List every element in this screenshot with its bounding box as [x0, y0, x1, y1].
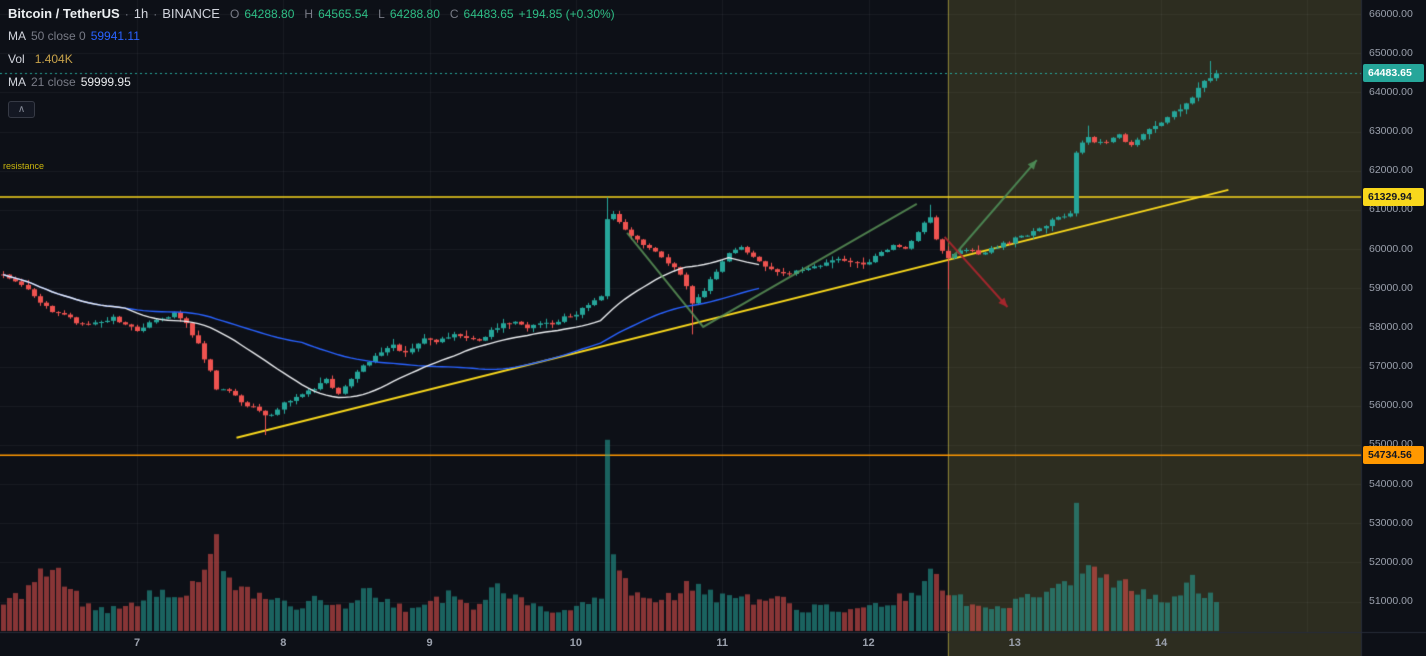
close-label: C — [449, 7, 459, 21]
indicator-name: MA — [8, 75, 26, 89]
indicator-value: 59999.95 — [80, 75, 131, 89]
time-tick: 10 — [569, 637, 583, 649]
interval: 1h — [133, 6, 149, 21]
price-tick: 64000.00 — [1369, 85, 1413, 98]
time-tick: 13 — [1008, 637, 1021, 649]
price-tick: 60000.00 — [1369, 242, 1413, 255]
separator-dot: · — [124, 7, 129, 21]
price-tick: 59000.00 — [1369, 281, 1413, 294]
indicator-params: 21 close — [31, 75, 76, 89]
price-tick: 63000.00 — [1369, 125, 1413, 137]
yellow-level-tag: 61329.94 — [1363, 187, 1424, 206]
high-value: 64565.54 — [318, 7, 369, 21]
indicator-params: 50 close 0 — [31, 29, 86, 43]
indicator-row-ma21[interactable]: MA 21 close 59999.95 — [8, 75, 615, 98]
indicator-name: MA — [8, 29, 26, 43]
low-label: L — [378, 7, 385, 21]
price-tick: 58000.00 — [1369, 320, 1413, 333]
indicator-row-ma50[interactable]: MA 50 close 0 59941.11 — [8, 29, 615, 52]
price-tick: 66000.00 — [1369, 7, 1413, 20]
high-label: H — [304, 7, 314, 21]
price-tick: 61000.00 — [1369, 203, 1413, 216]
indicator-value: 1.404K — [34, 52, 73, 66]
price-tick: 54000.00 — [1369, 477, 1413, 490]
price-tick: 56000.00 — [1369, 399, 1413, 412]
price-tick: 57000.00 — [1369, 360, 1413, 372]
time-tick: 14 — [1154, 637, 1168, 649]
change-value: +194.85 (+0.30%) — [518, 7, 615, 21]
price-tick: 52000.00 — [1369, 555, 1413, 568]
price-axis[interactable]: 66000.00 65000.00 64000.00 63000.00 62000.00… — [1362, 0, 1426, 632]
low-value: 64288.80 — [389, 7, 440, 21]
separator-dot: · — [153, 7, 158, 21]
exchange: BINANCE — [162, 6, 220, 21]
time-tick: 8 — [280, 637, 287, 649]
price-tick: 53000.00 — [1369, 516, 1413, 529]
price-tick: 65000.00 — [1369, 46, 1413, 59]
resistance-drawing-label[interactable]: resistance — [3, 161, 45, 171]
time-tick: 11 — [716, 637, 728, 649]
indicator-value: 59941.11 — [90, 29, 140, 43]
symbol-row[interactable]: Bitcoin / TetherUS · 1h · BINANCE O 6428… — [8, 6, 615, 29]
indicator-name: Vol — [8, 52, 25, 66]
open-value: 64288.80 — [244, 7, 295, 21]
chevron-up-icon: ∧ — [17, 104, 26, 115]
price-tick: 62000.00 — [1369, 164, 1413, 177]
orange-level-tag: 54734.56 — [1363, 446, 1424, 465]
time-tick: 7 — [133, 637, 141, 649]
time-tick: 9 — [426, 637, 433, 649]
price-tick: 51000.00 — [1369, 595, 1413, 607]
legend: Bitcoin / TetherUS · 1h · BINANCE O 6428… — [8, 6, 615, 98]
time-tick: 12 — [862, 637, 875, 649]
open-label: O — [229, 7, 240, 21]
close-value: 64483.65 — [463, 7, 514, 21]
symbol-name: Bitcoin / TetherUS — [8, 6, 120, 21]
current-price-tag: 64483.65 — [1363, 64, 1424, 83]
indicator-row-volume[interactable]: Vol 1.404K — [8, 52, 615, 75]
collapse-indicators-button[interactable]: ∧ — [8, 101, 35, 118]
time-axis[interactable]: 7 8 9 10 11 12 13 14 — [0, 632, 1362, 656]
